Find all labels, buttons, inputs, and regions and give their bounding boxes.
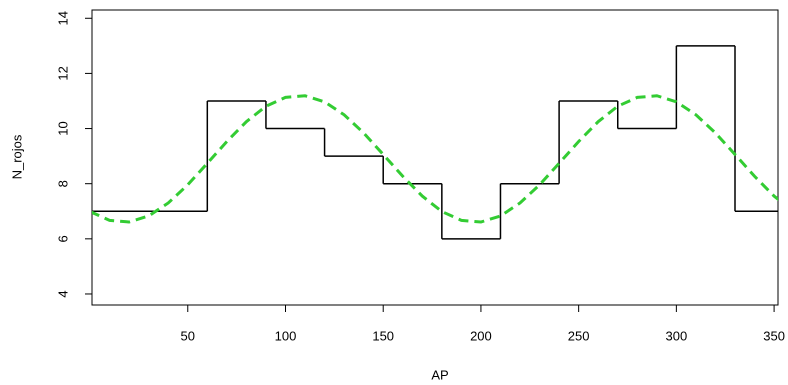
y-axis-label: N_rojos (9, 134, 24, 179)
x-tick-label: 100 (275, 328, 297, 343)
fit-curve (92, 94, 778, 224)
x-tick-label: 200 (470, 328, 492, 343)
y-tick-label: 12 (55, 66, 70, 80)
x-axis-label: AP (431, 367, 448, 382)
x-tick-label: 250 (568, 328, 590, 343)
plot-area (92, 45, 778, 240)
plot-box (91, 9, 779, 306)
y-tick-label: 4 (55, 290, 70, 297)
y-tick-label: 10 (55, 121, 70, 135)
y-tick-label: 6 (55, 235, 70, 242)
y-tick-label: 14 (55, 11, 70, 25)
x-tick-label: 350 (763, 328, 785, 343)
x-tick-label: 50 (181, 328, 195, 343)
x-tick-label: 300 (666, 328, 688, 343)
x-tick-label: 150 (372, 328, 394, 343)
y-tick-label: 8 (55, 180, 70, 187)
